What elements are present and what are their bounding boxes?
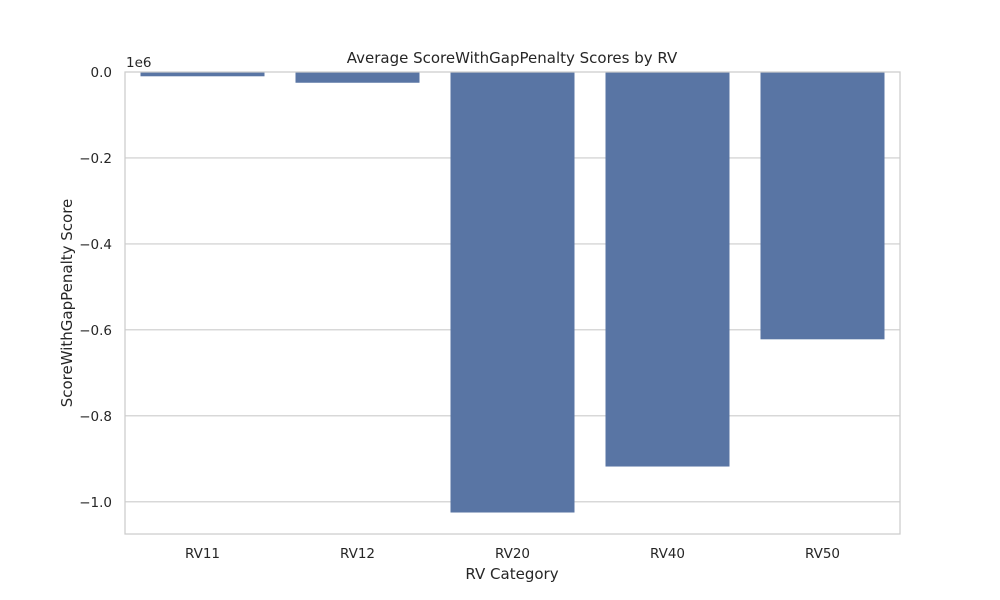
y-axis-label: ScoreWithGapPenalty Score — [58, 199, 76, 408]
y-tick-label: −0.6 — [79, 323, 112, 339]
y-tick-label: −0.4 — [79, 237, 112, 253]
x-tick-label: RV12 — [340, 546, 375, 562]
y-tick-label: −1.0 — [79, 495, 112, 511]
x-tick-label: RV40 — [650, 546, 685, 562]
chart-title: Average ScoreWithGapPenalty Scores by RV — [347, 49, 678, 67]
y-tick-label: 0.0 — [91, 65, 112, 81]
x-tick-labels: RV11 RV12 RV20 RV40 RV50 — [185, 546, 840, 562]
bars — [140, 72, 885, 513]
y-tick-label: −0.8 — [79, 409, 112, 425]
plot-frame — [124, 71, 901, 535]
bar-rv20 — [450, 72, 575, 513]
x-tick-label: RV20 — [495, 546, 530, 562]
bar-rv50 — [760, 72, 885, 340]
y-tick-label: −0.2 — [79, 151, 112, 167]
x-tick-label: RV50 — [805, 546, 840, 562]
bar-rv12 — [295, 72, 420, 83]
y-axis-offset-label: 1e6 — [126, 55, 151, 71]
bar-rv11 — [140, 72, 265, 77]
bar-rv40 — [605, 72, 730, 467]
x-tick-label: RV11 — [185, 546, 220, 562]
y-tick-labels: 0.0 −0.2 −0.4 −0.6 −0.8 −1.0 — [79, 65, 112, 511]
x-axis-label: RV Category — [465, 565, 558, 583]
